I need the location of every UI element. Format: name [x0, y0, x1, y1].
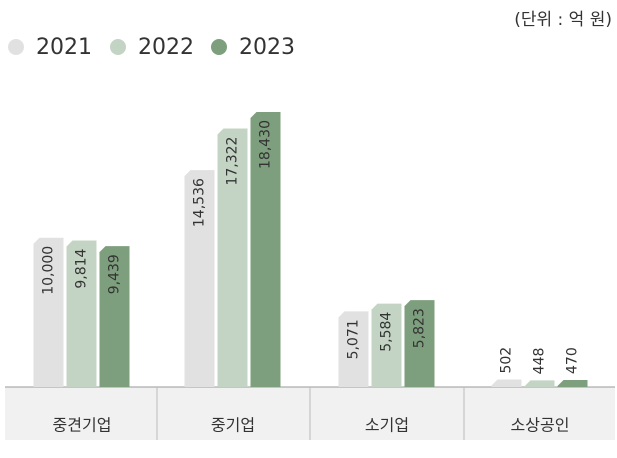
- legend-label: 2023: [239, 35, 295, 60]
- legend-marker: [211, 39, 227, 55]
- bar: [33, 237, 64, 387]
- bar: [557, 379, 588, 387]
- bar: [217, 128, 248, 387]
- bar: [338, 311, 369, 387]
- value-label: 502: [499, 347, 515, 374]
- bar: [99, 246, 130, 387]
- unit-label: (단위 : 억 원): [514, 10, 612, 30]
- value-label: 9,814: [74, 248, 90, 288]
- legend-label: 2021: [36, 35, 92, 60]
- value-label: 470: [565, 347, 581, 374]
- bar: [404, 300, 435, 387]
- bar: [524, 380, 555, 387]
- x-tick-label: 중견기업: [53, 416, 112, 435]
- value-label: 9,439: [107, 254, 123, 294]
- value-label: 18,430: [258, 120, 274, 169]
- value-label: 14,536: [192, 178, 208, 227]
- value-label: 5,823: [412, 308, 428, 348]
- x-tick-label: 소상공인: [511, 416, 570, 435]
- legend-marker: [8, 39, 24, 55]
- value-label: 17,322: [225, 137, 241, 186]
- bar: [184, 170, 215, 387]
- legend-marker: [110, 39, 126, 55]
- value-label: 5,071: [346, 319, 362, 359]
- bar: [491, 379, 522, 387]
- value-label: 5,584: [379, 312, 395, 352]
- legend-label: 2022: [138, 35, 194, 60]
- x-tick-label: 중기업: [211, 416, 255, 435]
- bar: [250, 112, 281, 387]
- value-label: 448: [532, 348, 548, 375]
- bar: [66, 240, 97, 387]
- bar: [371, 303, 402, 387]
- value-label: 10,000: [41, 246, 57, 295]
- x-tick-label: 소기업: [365, 416, 409, 435]
